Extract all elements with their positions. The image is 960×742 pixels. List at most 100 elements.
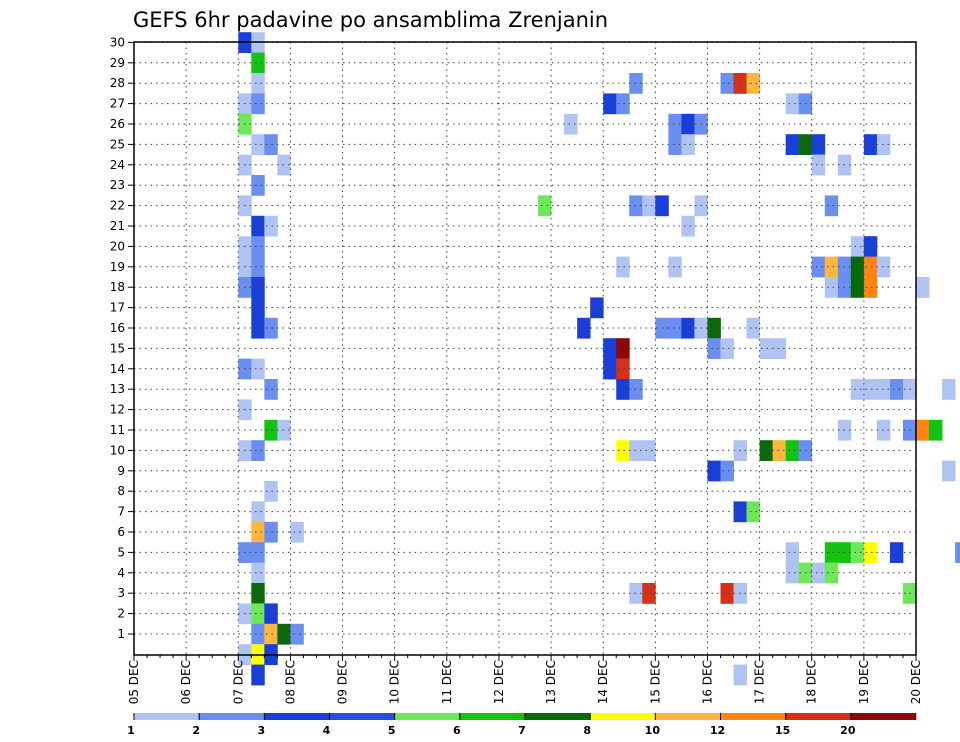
heatmap-cell [811, 134, 826, 155]
heatmap-cell [720, 583, 734, 604]
heatmap-cell [264, 134, 278, 155]
x-tick-label: 20 DEC [909, 660, 923, 704]
y-tick-label: 10 [110, 443, 125, 457]
x-axis: 05 DEC 06 DEC 07 DEC 08 DEC 09 DEC 10 DEC 11 D… [127, 655, 923, 704]
heatmap-cell [681, 215, 695, 237]
y-tick-label: 5 [117, 545, 125, 559]
y-tick-label: 18 [110, 280, 125, 294]
colorbar-swatch [199, 713, 265, 720]
heatmap-cell [863, 277, 878, 298]
heatmap-cell [616, 338, 630, 359]
x-tick-label: 09 DEC [336, 660, 350, 704]
heatmap-cell [251, 562, 265, 584]
heatmap-cell [733, 664, 747, 686]
heatmap-cell [785, 562, 800, 584]
y-tick-label: 24 [110, 158, 125, 172]
heatmap-cell [616, 440, 630, 461]
heatmap-cell [251, 73, 265, 94]
heatmap-cell [642, 583, 656, 604]
heatmap-cell [942, 379, 956, 400]
heatmap-cell [824, 542, 839, 563]
y-tick-label: 26 [110, 117, 125, 131]
colorbar-swatch [525, 713, 591, 720]
heatmap-cell [668, 256, 682, 278]
chart-title: GEFS 6hr padavine po ansamblima Zrenjani… [133, 8, 608, 32]
y-tick-label: 3 [117, 586, 125, 600]
heatmap-cell [720, 338, 734, 359]
heatmap-cells [238, 32, 960, 686]
heatmap-cell [277, 154, 291, 176]
colorbar-swatch [459, 713, 526, 720]
heatmap-cell [603, 358, 617, 380]
y-tick-label: 8 [117, 484, 125, 498]
heatmap-cell [772, 440, 787, 461]
y-tick-label: 12 [110, 403, 125, 417]
y-tick-label: 11 [110, 423, 125, 437]
heatmap-cell [251, 215, 265, 237]
heatmap-cell [251, 623, 265, 645]
y-tick-label: 27 [110, 97, 125, 111]
x-tick-label: 12 DEC [492, 660, 506, 704]
y-tick-label: 19 [110, 260, 125, 274]
y-tick-label: 29 [110, 56, 125, 70]
y-tick-label: 6 [117, 525, 125, 539]
heatmap-cell [251, 542, 265, 563]
heatmap-cell [251, 664, 265, 686]
x-tick-label: 05 DEC [127, 660, 141, 704]
y-tick-label: 16 [110, 321, 125, 335]
y-tick-label: 30 [110, 35, 125, 49]
heatmap-cell [264, 317, 278, 339]
heatmap-cell [642, 195, 656, 217]
heatmap-cell [824, 195, 839, 217]
y-tick-label: 1 [117, 627, 125, 641]
x-tick-label: 08 DEC [283, 660, 297, 704]
colorbar-swatch [655, 713, 721, 720]
heatmap-cell [746, 501, 760, 523]
heatmap-cell [759, 440, 774, 461]
colorbar-label: 5 [388, 724, 396, 737]
heatmap-cell [916, 419, 930, 441]
heatmap-cell [616, 379, 630, 400]
heatmap-cell [811, 562, 826, 584]
heatmap-cell [251, 93, 265, 115]
heatmap-cell [251, 175, 265, 196]
colorbar-label: 1 [127, 724, 135, 737]
heatmap-cell [785, 542, 800, 563]
heatmap-cell [850, 379, 865, 400]
heatmap-cell [811, 154, 826, 176]
x-tick-label: 11 DEC [440, 660, 454, 704]
heatmap-cell [264, 521, 278, 543]
colorbar-legend: 1 2 3 4 5 6 7 8 10 12 15 20 [127, 713, 917, 737]
y-axis: 1234567891011121314151617181920212223242… [110, 35, 134, 641]
y-tick-label: 23 [110, 178, 125, 192]
heatmap-cell [942, 460, 956, 482]
heatmap-cell [772, 338, 787, 359]
heatmap-cell [824, 256, 839, 278]
heatmap-cell [720, 73, 734, 94]
colorbar-label: 7 [518, 724, 526, 737]
heatmap-cell [603, 93, 617, 115]
heatmap-cell [668, 134, 682, 155]
heatmap-cell [785, 134, 800, 155]
x-tick-label: 06 DEC [179, 660, 193, 704]
heatmap-cell [955, 542, 960, 563]
heatmap-cell [889, 542, 904, 563]
heatmap-cell [863, 542, 878, 563]
colorbar-swatch [785, 713, 852, 720]
y-tick-label: 28 [110, 76, 125, 90]
heatmap-cell [811, 256, 826, 278]
heatmap-cell [251, 134, 265, 155]
y-tick-label: 25 [110, 137, 125, 151]
heatmap-cell [251, 297, 265, 319]
heatmap-cell [564, 113, 578, 135]
heatmap-cell [824, 277, 839, 298]
y-tick-label: 15 [110, 341, 125, 355]
heatmap-cell [929, 419, 943, 441]
heatmap-cell [707, 338, 721, 359]
heatmap-cell [538, 195, 552, 217]
heatmap-cell [916, 277, 930, 298]
y-tick-label: 2 [117, 607, 125, 621]
heatmap-cell [850, 277, 865, 298]
colorbar-swatch [329, 713, 395, 720]
y-tick-label: 14 [110, 362, 125, 376]
